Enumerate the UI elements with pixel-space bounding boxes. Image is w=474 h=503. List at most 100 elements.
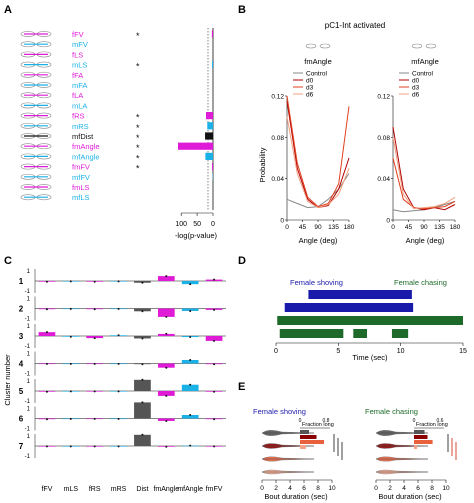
significance-star: *	[136, 153, 140, 163]
fly-schematic-icon	[20, 51, 52, 58]
data-point	[141, 281, 144, 284]
fly-schematic-icon	[20, 122, 52, 129]
data-point	[117, 417, 120, 420]
x-tick-label: 2	[274, 485, 278, 492]
data-point	[93, 280, 96, 283]
y-tick-label: -1	[25, 372, 31, 378]
behavior-segment	[279, 329, 344, 338]
x-tick-label: 10	[328, 485, 336, 492]
x-tick-label: 50	[193, 221, 201, 228]
bar	[157, 418, 175, 421]
panel-b-xlabel-1: Angle (deg)	[299, 236, 338, 245]
curve	[392, 157, 456, 210]
fly-schematic-icon	[20, 41, 52, 48]
bar	[181, 415, 199, 419]
bar	[134, 434, 151, 446]
data-point	[213, 308, 216, 311]
x-tick-label: 90	[314, 224, 322, 231]
legend-label: d0	[412, 78, 420, 85]
inset-bar	[414, 445, 417, 449]
behavior-segment	[284, 303, 414, 312]
panel-b-xlabel-2: Angle (deg)	[406, 236, 445, 245]
inset-bar	[300, 445, 306, 449]
y-tick-label: 0.04	[271, 176, 284, 183]
data-point	[141, 310, 144, 313]
fly-schematic-icon	[20, 31, 52, 37]
data-point	[165, 315, 168, 318]
data-point	[189, 309, 192, 312]
y-tick-label: -1	[25, 399, 31, 405]
x-tick-label: 8	[316, 485, 320, 492]
x-tick-label: 4	[288, 485, 292, 492]
bar	[157, 391, 175, 396]
legend-label: d6	[306, 92, 314, 99]
cluster-row: 1 -14	[19, 351, 226, 378]
data-point	[45, 280, 48, 283]
y-tick-label: 1	[27, 297, 31, 303]
x-tick-label: 0	[274, 348, 278, 355]
data-point	[189, 283, 192, 286]
category-label: mRS	[111, 486, 127, 493]
bar	[205, 152, 213, 160]
y-tick-label: 1	[27, 407, 31, 413]
bar	[212, 163, 213, 171]
data-point	[213, 418, 216, 421]
bar	[181, 281, 199, 285]
data-point	[45, 331, 48, 334]
data-point	[189, 383, 192, 386]
cluster-number: 1	[19, 277, 24, 286]
x-tick-label: 2	[388, 485, 392, 492]
fly-icon	[319, 43, 331, 49]
y-tick-label: 1	[27, 324, 31, 330]
significance-star: *	[136, 113, 140, 123]
fly-schematic-icon	[20, 184, 52, 190]
bar	[157, 363, 175, 368]
y-tick-label: 0.12	[377, 94, 390, 101]
inset-tick-label: 0	[299, 418, 302, 424]
data-point	[93, 362, 96, 365]
behavior-segment	[353, 329, 368, 338]
data-point	[93, 417, 96, 420]
inset-tick-label: 0.6	[437, 418, 444, 424]
x-tick-label: 135	[434, 224, 445, 231]
panel-e-xlabel-right: Bout duration (sec)	[378, 492, 442, 501]
y-tick-label: -1	[25, 344, 31, 350]
x-tick-label: 10	[397, 348, 405, 355]
data-point	[69, 445, 72, 448]
bar	[134, 336, 151, 339]
inset-bar	[414, 435, 428, 439]
feature-label: fRS	[72, 112, 85, 121]
legend-label: Control	[306, 71, 328, 78]
data-point	[141, 363, 144, 366]
bar	[207, 122, 213, 130]
y-tick-label: 1	[27, 352, 31, 358]
data-point	[45, 445, 48, 448]
fly-schematic-icon	[20, 173, 52, 180]
panel-e-inset-label-left: Fraction long	[302, 422, 334, 428]
category-label: Dist	[136, 486, 148, 493]
category-label: mfAngle	[177, 486, 203, 493]
inset-tick-label: 0.8	[323, 418, 330, 424]
data-point	[165, 394, 168, 397]
bar	[134, 308, 151, 312]
panel-e-title-right: Female chasing	[365, 407, 418, 416]
x-tick-label: 15	[459, 348, 467, 355]
y-tick-label: 0.08	[271, 135, 284, 142]
data-point	[117, 390, 120, 393]
data-point	[213, 445, 216, 448]
data-point	[93, 445, 96, 448]
curve	[286, 95, 350, 208]
bar	[178, 142, 213, 150]
y-tick-label: -1	[25, 289, 31, 295]
data-point	[45, 308, 48, 311]
panel-d: 0 5 10 15	[274, 290, 467, 355]
panel-b-title: pC1-Int activated	[325, 21, 385, 30]
data-point	[141, 433, 144, 436]
x-tick-label: 180	[450, 224, 461, 231]
cluster-number: 4	[19, 360, 24, 369]
feature-label: fmAngle	[72, 142, 100, 151]
panel-label-d: D	[238, 255, 246, 267]
